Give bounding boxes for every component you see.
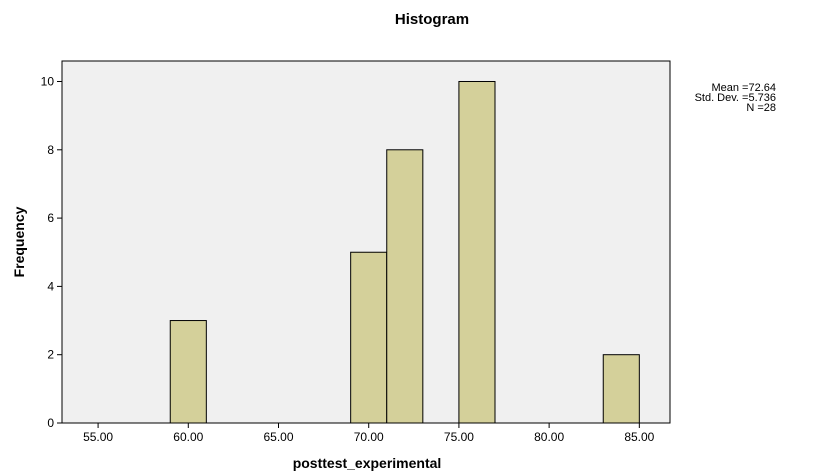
y-tick-label: 2 <box>47 348 54 362</box>
y-tick-label: 8 <box>47 143 54 157</box>
x-tick-label: 60.00 <box>173 430 203 444</box>
y-axis: 0 2 4 6 8 10 <box>41 74 62 430</box>
y-tick-label: 10 <box>41 74 55 88</box>
x-tick-label: 55.00 <box>83 430 113 444</box>
x-tick-label: 75.00 <box>444 430 474 444</box>
stats-std-dev: Std. Dev. =5.736 <box>695 92 776 104</box>
stats-mean: Mean =72.64 <box>711 82 776 94</box>
histogram-bar <box>169 320 207 424</box>
x-tick-label: 70.00 <box>354 430 384 444</box>
x-tick-label: 80.00 <box>534 430 564 444</box>
histogram-bar <box>458 80 496 424</box>
chart-title: Histogram <box>395 11 469 28</box>
histogram-bar <box>602 354 640 424</box>
x-axis: 55.00 60.00 65.00 70.00 75.00 80.00 85.00 <box>83 423 655 444</box>
y-tick-label: 0 <box>47 416 54 430</box>
histogram-bar <box>350 251 388 424</box>
bars <box>169 80 640 424</box>
y-tick-label: 4 <box>47 279 54 293</box>
x-tick-label: 85.00 <box>624 430 654 444</box>
histogram-bar <box>386 149 424 424</box>
y-axis-label: Frequency <box>11 206 27 277</box>
stats-legend: Mean =72.64 Std. Dev. =5.736 N =28 <box>695 82 776 114</box>
y-tick-label: 6 <box>47 211 54 225</box>
x-axis-label: posttest_experimental <box>293 455 442 471</box>
stats-n: N =28 <box>746 102 776 114</box>
x-tick-label: 65.00 <box>263 430 293 444</box>
